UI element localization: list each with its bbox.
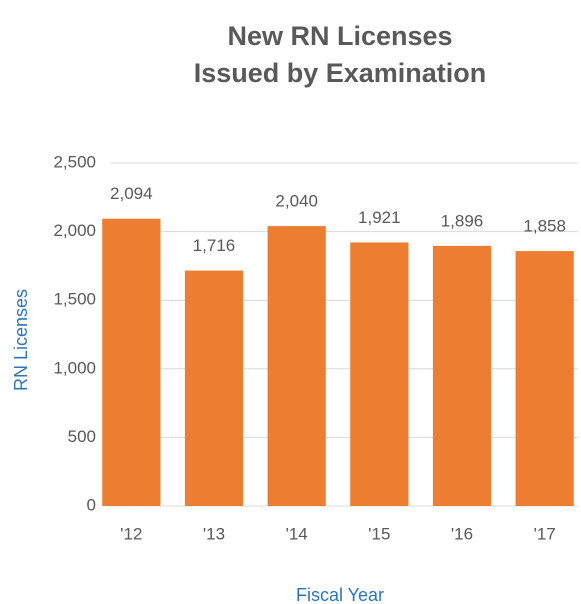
bar [267,226,326,506]
x-tick-label: '14 [286,524,308,543]
bar [350,242,409,507]
x-tick-label: '15 [368,524,390,543]
data-label: 2,094 [110,184,153,203]
y-tick-label: 2,500 [53,152,96,171]
data-label: 1,716 [193,236,236,255]
x-tick-label: '17 [534,524,556,543]
bar [515,251,574,506]
bar [184,270,244,506]
y-tick-label: 500 [68,427,96,446]
data-label: 1,896 [441,211,484,230]
data-label: 1,858 [523,217,566,236]
x-tick-label: '12 [120,524,142,543]
data-label: 2,040 [275,192,318,211]
y-tick-label: 1,500 [53,290,96,309]
y-tick-label: 1,000 [53,358,96,377]
y-tick-label: 0 [87,495,96,514]
bar [102,218,161,507]
x-tick-label: '16 [451,524,473,543]
y-tick-label: 2,000 [53,221,96,240]
data-label: 1,921 [358,208,401,227]
x-tick-label: '13 [203,524,225,543]
bar [432,245,492,506]
y-axis-title: RN Licenses [11,289,31,391]
x-axis-title: Fiscal Year [296,585,384,604]
chart-title: New RN Licenses [227,21,452,51]
chart-title: Issued by Examination [194,58,487,88]
